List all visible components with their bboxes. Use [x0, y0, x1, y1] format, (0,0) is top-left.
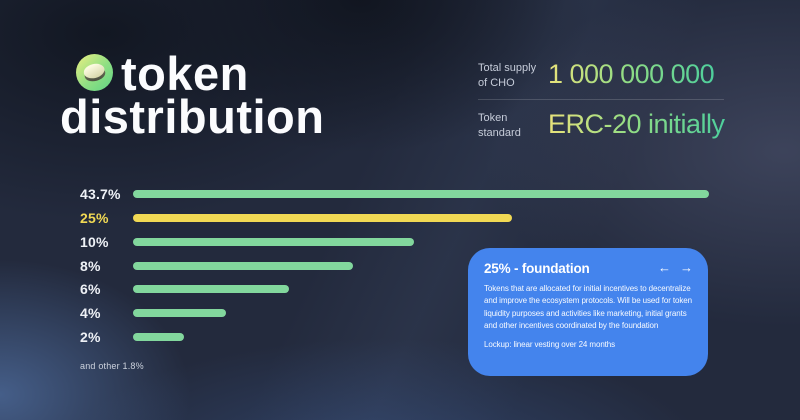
chart-row-label: 6%: [80, 281, 101, 298]
stat-label-token-standard-line2: standard: [478, 127, 521, 140]
chart-bar: [133, 213, 512, 222]
chart-row-label: 43.7%: [80, 186, 121, 202]
page-title-line1: token: [121, 47, 249, 100]
chart-bar: [133, 309, 226, 318]
token-logo: [76, 54, 113, 91]
chart-row-label: 4%: [80, 305, 101, 322]
chart-row-label: 25%: [80, 209, 109, 226]
chart-bar: [133, 237, 414, 246]
chart-row: 6%: [80, 277, 770, 301]
card-lockup: Lockup: linear vesting over 24 months: [484, 339, 616, 349]
chart-bar: [133, 261, 353, 270]
bar-chart: 43.7% 25% 10% 8% 6% 4% 2%: [80, 182, 770, 354]
chart-row: 10%: [80, 230, 770, 254]
stat-value-token-standard: ERC-20 initially: [548, 109, 725, 139]
chart-row: 8%: [80, 254, 770, 278]
stats-divider: [478, 99, 724, 100]
coin-icon: [82, 61, 107, 84]
chart-bar: [133, 285, 289, 294]
chart-row: 2%: [80, 325, 770, 349]
chart-row-label: 10%: [80, 233, 109, 250]
next-arrow-icon[interactable]: →: [680, 260, 693, 275]
stat-label-total-supply-line2: of CHO: [478, 77, 515, 90]
stat-label-token-standard: Token standard: [478, 111, 521, 142]
chart-row-label: 2%: [80, 329, 101, 346]
chart-row: 4%: [80, 301, 770, 325]
stat-label-total-supply-line1: Total supply: [478, 62, 537, 74]
chart-row: 25%: [80, 206, 770, 230]
stat-label-total-supply: Total supply of CHO: [478, 61, 536, 92]
page-title-line2: distribution: [60, 90, 325, 143]
stat-label-token-standard-line1: Token: [478, 112, 508, 124]
chart-row-label: 8%: [80, 257, 101, 274]
card-body: Tokens that are allocated for initial in…: [484, 284, 692, 331]
card-nav: ← →: [658, 259, 693, 277]
chart-row: 43.7%: [80, 182, 770, 206]
chart-bar: [133, 190, 709, 198]
info-card: 25% - foundation ← → Tokens that are all…: [468, 248, 708, 376]
chart-footnote: and other 1.8%: [80, 361, 144, 371]
stat-value-total-supply: 1 000 000 000: [548, 59, 715, 89]
prev-arrow-icon[interactable]: ←: [658, 260, 671, 275]
card-title: 25% - foundation: [484, 261, 590, 276]
chart-bar: [133, 333, 184, 342]
